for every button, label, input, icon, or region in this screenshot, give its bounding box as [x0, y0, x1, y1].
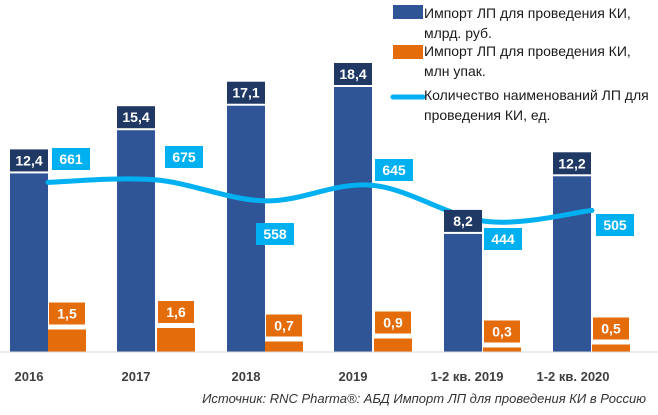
legend-label: Количество наименований ЛП для	[424, 87, 649, 103]
bar-import-packs	[592, 344, 630, 352]
label-drug-count-box	[484, 228, 522, 250]
label-import-rub-box	[117, 106, 155, 129]
label-import-packs-box	[49, 302, 85, 325]
legend-item-import-packs: Импорт ЛП для проведения КИ, млн упак.	[393, 43, 631, 79]
legend-item-import-rub: Импорт ЛП для проведения КИ, млрд. руб.	[393, 5, 631, 41]
label-import-packs: 1,5	[49, 302, 85, 325]
bar-import-packs	[265, 341, 303, 352]
series-import-rub	[10, 87, 591, 352]
label-drug-count: 505	[596, 214, 634, 236]
label-import-packs: 0,9	[375, 311, 411, 334]
legend-label: млрд. руб.	[424, 25, 492, 41]
label-import-rub-box	[334, 63, 372, 85]
label-import-rub-text: 12,4	[15, 152, 42, 168]
legend-swatch-import-rub	[393, 5, 423, 19]
legend-label: млн упак.	[424, 63, 486, 79]
label-import-packs-text: 1,5	[57, 306, 77, 322]
label-import-packs-box	[375, 311, 411, 334]
label-drug-count-box	[375, 159, 413, 181]
legend-label: Импорт ЛП для проведения КИ,	[424, 43, 631, 59]
bar-import-rub	[10, 173, 48, 352]
label-import-packs: 0,5	[593, 317, 629, 340]
bar-import-rub	[553, 176, 591, 352]
label-import-packs-text: 0,7	[274, 318, 294, 334]
label-import-packs-box	[593, 317, 629, 340]
line-drug-count	[45, 176, 595, 225]
label-drug-count: 661	[52, 148, 90, 170]
label-import-packs: 1,6	[158, 301, 194, 323]
label-drug-count-box	[165, 146, 203, 168]
x-tick-label: 1-2 кв. 2019	[430, 369, 503, 384]
legend-label: Импорт ЛП для проведения КИ,	[424, 5, 631, 21]
label-drug-count-box	[596, 214, 634, 236]
label-import-rub: 17,1	[227, 81, 265, 104]
label-import-rub-text: 8,2	[453, 213, 473, 229]
bar-import-packs	[157, 328, 195, 352]
data-labels: 12,4 1,5 15,4 1,6 17,1 0,7 18,4 0,9 8,2 0,3 12,2 0,…	[10, 63, 634, 343]
label-import-rub-text: 17,1	[232, 85, 259, 101]
legend-swatch-import-packs	[393, 45, 423, 59]
label-import-rub-box	[227, 81, 265, 104]
label-drug-count-text: 675	[172, 149, 196, 165]
label-import-rub-text: 18,4	[339, 66, 366, 82]
label-import-rub: 18,4	[334, 63, 372, 85]
bar-import-rub	[444, 233, 482, 352]
label-import-packs: 0,3	[484, 320, 520, 343]
x-tick-label: 1-2 кв. 2020	[536, 369, 609, 384]
label-import-packs-text: 1,6	[166, 304, 186, 320]
label-import-rub-box	[553, 152, 591, 175]
label-import-rub-box	[10, 149, 48, 172]
label-drug-count-text: 661	[59, 151, 83, 167]
label-drug-count-text: 505	[603, 217, 627, 233]
label-drug-count-text: 558	[263, 226, 287, 242]
legend: Импорт ЛП для проведения КИ,млрд. руб.Им…	[390, 5, 649, 123]
label-drug-count-text: 645	[382, 162, 406, 178]
label-import-rub: 12,2	[553, 152, 591, 175]
source-note: Источник: RNC Pharma®: АБД Импорт ЛП для…	[202, 391, 646, 406]
legend-label: проведения КИ, ед.	[424, 107, 550, 123]
series-import-packs	[48, 328, 630, 352]
label-import-rub-box	[444, 209, 482, 232]
label-drug-count: 645	[375, 159, 413, 181]
bar-import-packs	[48, 329, 86, 352]
label-import-rub-text: 12,2	[558, 155, 585, 171]
label-import-packs: 0,7	[266, 314, 302, 337]
bar-import-rub	[117, 130, 155, 352]
legend-item-drug-count: Количество наименований ЛП для проведения…	[390, 87, 649, 123]
label-import-packs-text: 0,3	[492, 324, 512, 340]
label-import-packs-text: 0,9	[383, 315, 403, 331]
label-drug-count: 558	[256, 223, 294, 245]
x-tick-label: 2017	[122, 369, 151, 384]
label-import-rub: 8,2	[444, 209, 482, 232]
label-import-packs-text: 0,5	[601, 321, 621, 337]
series-drug-count	[45, 176, 595, 225]
label-drug-count: 444	[484, 228, 522, 250]
label-drug-count: 675	[165, 146, 203, 168]
label-import-packs-box	[158, 301, 194, 323]
bar-import-packs	[374, 338, 412, 352]
x-tick-label: 2018	[232, 369, 261, 384]
x-tick-label: 2019	[339, 369, 368, 384]
label-import-rub: 15,4	[117, 106, 155, 129]
bar-import-packs	[483, 347, 521, 352]
bar-import-rub	[334, 87, 372, 352]
label-import-rub-text: 15,4	[122, 109, 149, 125]
label-drug-count-box	[256, 223, 294, 245]
label-drug-count-text: 444	[491, 231, 515, 247]
label-import-packs-box	[484, 320, 520, 343]
x-tick-labels: 2016 2017 2018 2019 1-2 кв. 2019 1-2 кв. 2020	[15, 369, 610, 384]
x-tick-label: 2016	[15, 369, 44, 384]
label-import-packs-box	[266, 314, 302, 337]
label-import-rub: 12,4	[10, 149, 48, 172]
label-drug-count-box	[52, 148, 90, 170]
